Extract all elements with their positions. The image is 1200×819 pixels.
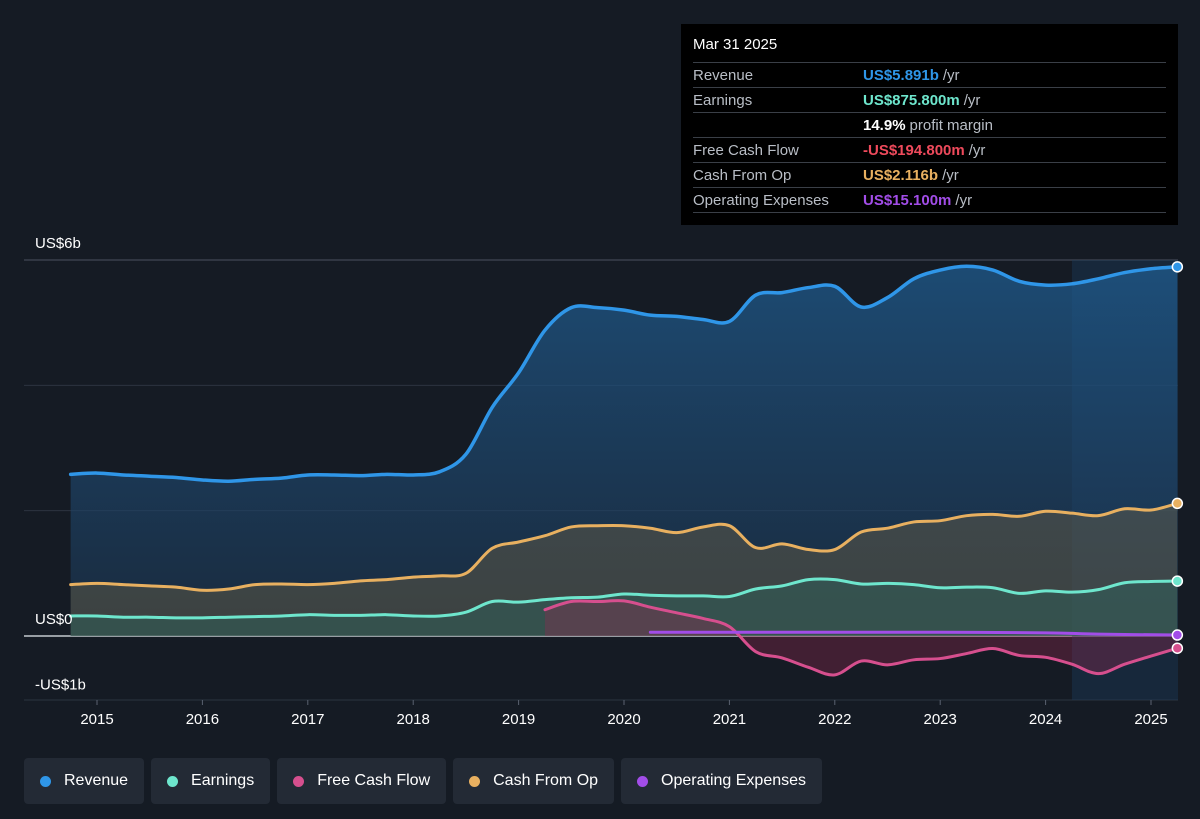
marker-layer bbox=[1171, 261, 1184, 654]
earnings-line bbox=[69, 577, 1179, 620]
legend-dot-icon bbox=[167, 775, 179, 787]
cash-from-op-line bbox=[69, 501, 1179, 592]
free-cash-flow-line bbox=[543, 599, 1179, 677]
tooltip-row-label: Operating Expenses bbox=[693, 191, 829, 209]
tooltip-row-suffix: /yr bbox=[963, 91, 981, 109]
cash-from-op-area bbox=[70, 503, 1178, 636]
y-tick-label: US$6b bbox=[35, 235, 81, 252]
tooltip-row: 14.9% profit margin bbox=[693, 112, 1166, 137]
tooltip-row-label: Revenue bbox=[693, 66, 754, 84]
legend: Revenue Earnings Free Cash Flow Cash From O… bbox=[24, 758, 823, 804]
tooltip-row-label: Free Cash Flow bbox=[693, 141, 799, 159]
tooltip-row-suffix: /yr bbox=[942, 166, 959, 184]
revenue-line bbox=[68, 264, 1180, 483]
x-tick-label: 2018 bbox=[397, 711, 430, 728]
legend-label: Revenue bbox=[64, 772, 129, 789]
tooltip-row: Cash From Op US$2.116b/yr bbox=[693, 162, 1166, 187]
tooltip-row: Free Cash Flow -US$194.800m/yr bbox=[693, 137, 1166, 162]
operating-expenses-endpoint bbox=[1171, 629, 1184, 641]
legend-label: Earnings bbox=[191, 772, 255, 789]
operating-expenses-line bbox=[648, 630, 1179, 637]
legend-item-operating-expenses[interactable]: Operating Expenses bbox=[621, 758, 823, 804]
tooltip-row-value: -US$194.800m bbox=[863, 141, 965, 159]
x-tick-label: 2023 bbox=[924, 711, 957, 728]
legend-label: Cash From Op bbox=[493, 772, 599, 789]
legend-label: Free Cash Flow bbox=[317, 772, 431, 789]
tooltip-rows: Revenue US$5.891b/yr Earnings US$875.800m/y… bbox=[693, 62, 1166, 213]
tooltip-row-suffix: /yr bbox=[942, 66, 960, 84]
x-tick-label: 2024 bbox=[1029, 711, 1062, 728]
x-tick-label: 2016 bbox=[186, 711, 219, 728]
x-tick-label: 2019 bbox=[502, 711, 535, 728]
tooltip-row-suffix: /yr bbox=[968, 141, 986, 159]
x-tick-label: 2021 bbox=[713, 711, 746, 728]
tooltip-panel: Mar 31 2025 Revenue US$5.891b/yr Earnings U… bbox=[681, 24, 1178, 225]
tooltip-row: Operating Expenses US$15.100m/yr bbox=[693, 187, 1166, 213]
y-tick-label: US$0 bbox=[35, 611, 73, 628]
legend-dot-icon bbox=[293, 775, 305, 787]
earnings-area bbox=[70, 578, 1178, 636]
earnings-endpoint bbox=[1171, 575, 1184, 587]
revenue-area bbox=[70, 266, 1178, 636]
tooltip-row-value: US$15.100m bbox=[863, 191, 952, 209]
tooltip-row-value: US$2.116b bbox=[863, 166, 939, 184]
legend-dot-icon bbox=[637, 775, 649, 787]
x-tick-label: 2017 bbox=[291, 711, 324, 728]
legend-dot-icon bbox=[40, 775, 51, 787]
tooltip-row-suffix: /yr bbox=[955, 191, 973, 209]
tooltip-row: Earnings US$875.800m/yr bbox=[693, 87, 1166, 112]
tooltip-row-value: US$875.800m bbox=[863, 91, 960, 109]
legend-label: Operating Expenses bbox=[661, 772, 807, 789]
tooltip-row-label: Cash From Op bbox=[693, 166, 792, 184]
x-tick-label: 2015 bbox=[80, 711, 113, 728]
revenue-endpoint bbox=[1171, 261, 1184, 273]
tooltip-row-label: Earnings bbox=[693, 91, 753, 109]
legend-item-revenue[interactable]: Revenue bbox=[24, 758, 145, 804]
cash-from-op-endpoint bbox=[1171, 497, 1184, 510]
legend-item-free-cash-flow[interactable]: Free Cash Flow bbox=[277, 758, 447, 804]
x-axis: 2015 2016 2017 2018 2019 2020 2021 2022 2023 2024… bbox=[80, 700, 1168, 728]
area-layer bbox=[70, 266, 1178, 675]
y-axis: US$6b US$0 -US$1b bbox=[35, 235, 86, 694]
legend-item-earnings[interactable]: Earnings bbox=[151, 758, 271, 804]
tooltip-row-value: 14.9% bbox=[863, 116, 906, 134]
line-layer bbox=[68, 264, 1180, 677]
tooltip-row: Revenue US$5.891b/yr bbox=[693, 62, 1166, 87]
x-tick-label: 2022 bbox=[818, 711, 851, 728]
free-cash-flow-endpoint bbox=[1171, 642, 1184, 654]
x-tick-label: 2020 bbox=[607, 711, 640, 728]
tooltip-date: Mar 31 2025 bbox=[693, 36, 778, 53]
tooltip-row-suffix: profit margin bbox=[909, 116, 993, 134]
y-tick-label: -US$1b bbox=[35, 677, 86, 694]
x-tick-label: 2025 bbox=[1134, 711, 1167, 728]
legend-dot-icon bbox=[469, 775, 481, 787]
legend-item-cash-from-op[interactable]: Cash From Op bbox=[453, 758, 615, 804]
tooltip-row-value: US$5.891b bbox=[863, 66, 939, 84]
